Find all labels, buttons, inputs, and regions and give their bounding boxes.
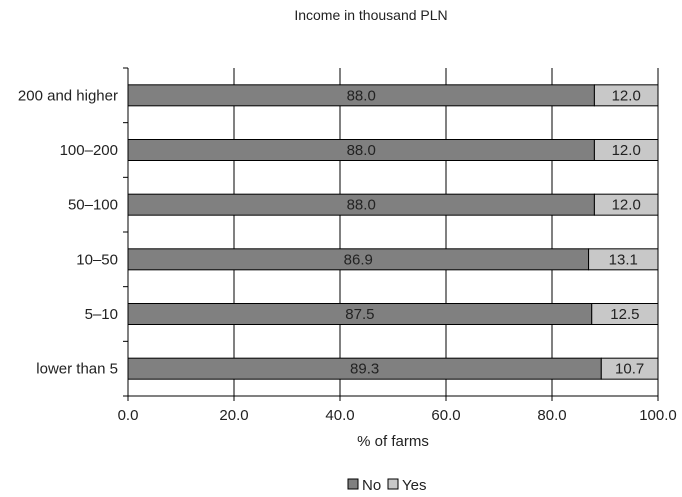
legend: No Yes <box>347 477 426 494</box>
x-tick-label: 60.0 <box>431 407 460 424</box>
x-axis-label: % of farms <box>357 433 429 450</box>
bar-yes <box>588 248 659 271</box>
data-label: 13.1 <box>609 251 638 268</box>
x-tick-label: 0.0 <box>118 407 139 424</box>
y-tick-label: 200 and higher <box>18 87 118 104</box>
x-tick-label: 80.0 <box>537 407 566 424</box>
bar-yes <box>593 84 659 107</box>
legend-swatch <box>387 478 399 490</box>
y-tick-label: 100–200 <box>60 142 118 159</box>
data-label: 12.0 <box>612 87 641 104</box>
y-tick-label: 5–10 <box>85 306 118 323</box>
bar-yes <box>593 139 659 161</box>
data-label: 86.9 <box>344 251 373 268</box>
x-tick-label: 40.0 <box>325 407 354 424</box>
legend-label: Yes <box>402 477 426 494</box>
axes <box>123 67 659 401</box>
bar-yes <box>600 357 659 380</box>
legend-swatch <box>347 478 359 490</box>
data-label: 88.0 <box>347 197 376 214</box>
legend-label: No <box>362 477 381 494</box>
data-label: 89.3 <box>350 361 379 378</box>
data-label: 12.0 <box>612 197 641 214</box>
data-label: 87.5 <box>345 306 374 323</box>
x-tick-label: 100.0 <box>639 407 677 424</box>
y-tick-labels: 200 and higher 100–200 50–100 10–50 5–10 lowe… <box>18 87 118 377</box>
data-label: 10.7 <box>615 361 644 378</box>
chart-title: Income in thousand PLN <box>294 7 447 23</box>
bar-yes <box>591 303 659 325</box>
data-label: 88.0 <box>347 87 376 104</box>
y-tick-label: 10–50 <box>76 251 118 268</box>
bar-yes <box>593 193 659 216</box>
x-tick-label: 20.0 <box>219 407 248 424</box>
y-tick-label: 50–100 <box>68 197 118 214</box>
data-label: 12.0 <box>612 142 641 159</box>
gridlines <box>233 68 659 396</box>
y-tick-label: lower than 5 <box>36 361 118 378</box>
x-tick-labels: 0.0 20.0 40.0 60.0 80.0 100.0 <box>118 407 677 424</box>
data-label: 12.5 <box>610 306 639 323</box>
bars: 88.0 12.0 88.0 12.0 88.0 12.0 86.9 13.1 87.5 12.5… <box>127 84 659 380</box>
data-label: 88.0 <box>347 142 376 159</box>
